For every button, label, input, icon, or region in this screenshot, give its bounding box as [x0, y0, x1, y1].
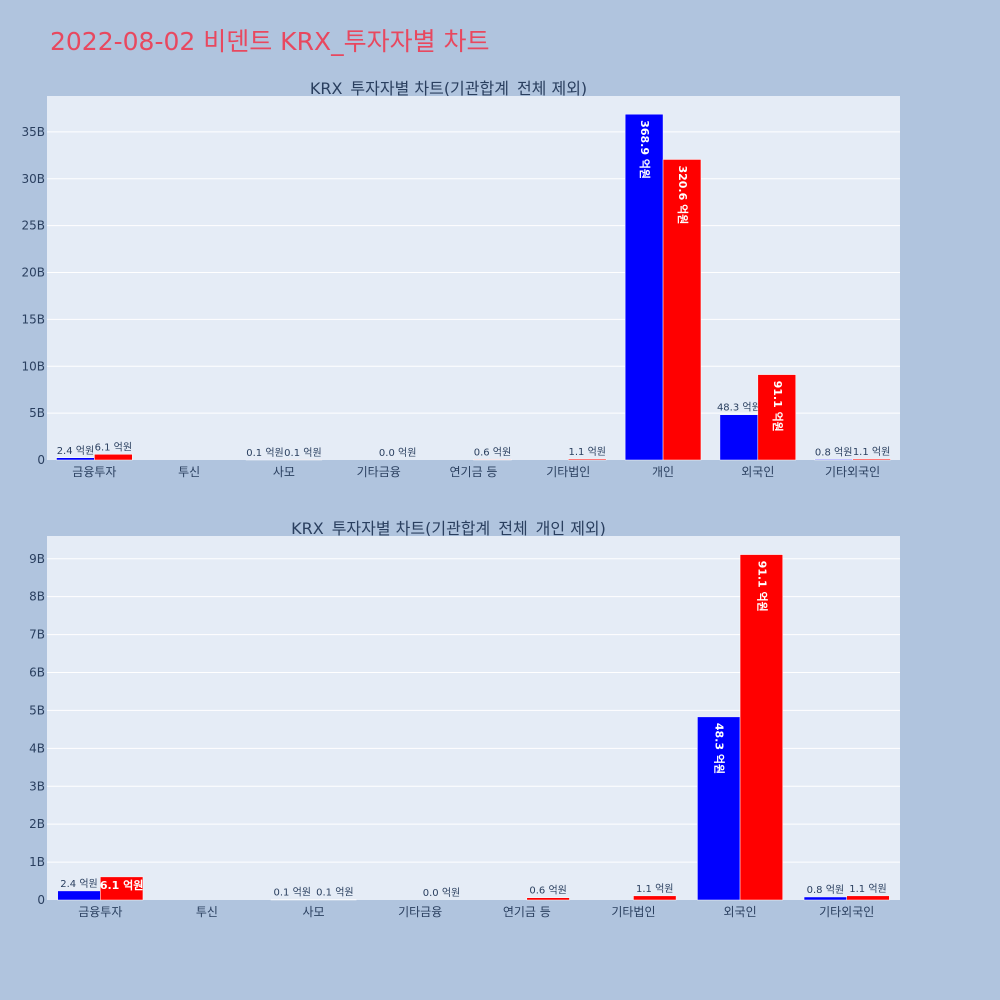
x-tick-label: 외국인 — [741, 465, 774, 479]
y-tick-label: 20B — [21, 266, 45, 280]
bar-sell — [473, 459, 512, 461]
x-tick-label: 기타외국인 — [819, 905, 874, 919]
x-tick-label: 연기금 등 — [503, 905, 551, 919]
y-tick-label: 10B — [21, 359, 45, 373]
chart-title: KRX_투자자별 차트(기관합계_전체 제외) — [310, 79, 587, 99]
y-tick-label: 3B — [29, 779, 45, 793]
bar-buy — [624, 113, 664, 461]
bar-data-label: 368.9 억원 — [638, 120, 652, 179]
x-tick-label: 외국인 — [724, 905, 757, 919]
page-title: 2022-08-02 비덴트 KRX_투자자별 차트 — [50, 27, 490, 56]
bar-data-label: 320.6 억원 — [676, 165, 690, 224]
y-tick-label: 35B — [21, 125, 45, 139]
bar-buy — [719, 414, 759, 461]
y-tick-label: 8B — [29, 590, 45, 604]
bar-data-label: 1.1 억원 — [853, 446, 890, 458]
y-tick-label: 0 — [37, 893, 45, 907]
bar-data-label: 2.4 억원 — [57, 445, 94, 457]
y-tick-label: 6B — [29, 666, 45, 680]
bar-data-label: 1.1 억원 — [849, 883, 886, 895]
bar-sell — [526, 897, 570, 901]
bar-data-label: 6.1 억원 — [100, 878, 144, 892]
x-tick-label: 사모 — [303, 905, 325, 919]
x-tick-label: 개인 — [652, 465, 674, 479]
bar-data-label: 0.1 억원 — [316, 887, 353, 899]
bar-buy — [56, 457, 95, 461]
y-tick-label: 15B — [21, 312, 45, 326]
bar-sell — [100, 876, 144, 901]
bar-data-label: 0.6 억원 — [474, 446, 511, 458]
x-tick-label: 연기금 등 — [450, 465, 498, 479]
bar-data-label: 91.1 억원 — [771, 381, 785, 432]
bar-data-label: 0.0 억원 — [379, 447, 416, 459]
bar-sell — [633, 895, 677, 901]
chart-excluding-individual: KRX_투자자별 차트(기관합계_전체_개인 제외) 0 1B 2B 3B 4B 5B 6B 7… — [29, 519, 900, 919]
bar-data-label: 0.8 억원 — [807, 884, 844, 896]
bar-data-label: 48.3 억원 — [713, 723, 727, 774]
chart-all-investors: KRX_투자자별 차트(기관합계_전체 제외) 0 5B 10B 15B 20B 25B 30… — [21, 79, 900, 479]
bar-data-label: 0.1 억원 — [284, 447, 321, 459]
y-tick-label: 30B — [21, 172, 45, 186]
bar-sell — [568, 458, 607, 461]
y-tick-label: 25B — [21, 219, 45, 233]
x-tick-label: 금융투자 — [78, 905, 122, 919]
y-tick-label: 9B — [29, 552, 45, 566]
bar-data-label: 0.1 억원 — [246, 447, 283, 459]
x-tick-label: 사모 — [273, 465, 295, 479]
bar-data-label: 6.1 억원 — [95, 441, 132, 453]
x-tick-label: 투신 — [196, 905, 218, 919]
x-tick-label: 금융투자 — [72, 465, 116, 479]
bar-sell — [846, 895, 890, 901]
bar-data-label: 1.1 억원 — [568, 446, 605, 458]
bar-buy — [57, 890, 101, 901]
y-tick-label: 7B — [29, 628, 45, 642]
bar-buy — [814, 459, 853, 461]
x-tick-label: 기타금융 — [398, 905, 442, 919]
x-tick-label: 기타법인 — [611, 905, 655, 919]
bar-sell — [739, 554, 783, 901]
y-tick-label: 2B — [29, 817, 45, 831]
bar-data-label: 1.1 억원 — [636, 883, 673, 895]
y-tick-label: 5B — [29, 406, 45, 420]
x-tick-label: 투신 — [178, 465, 200, 479]
chart-title: KRX_투자자별 차트(기관합계_전체_개인 제외) — [291, 519, 606, 539]
x-tick-label: 기타외국인 — [825, 465, 880, 479]
y-tick-label: 5B — [29, 703, 45, 717]
bar-data-label: 0.1 억원 — [273, 887, 310, 899]
y-tick-label: 4B — [29, 741, 45, 755]
bar-data-label: 91.1 억원 — [755, 561, 769, 612]
bar-data-label: 0.6 억원 — [529, 885, 566, 897]
bar-buy — [803, 896, 847, 901]
bar-sell — [662, 159, 702, 461]
bar-sell — [852, 458, 891, 461]
bar-data-label: 0.8 억원 — [815, 446, 852, 458]
x-tick-label: 기타금융 — [357, 465, 401, 479]
y-tick-label: 1B — [29, 855, 45, 869]
bar-data-label: 48.3 억원 — [717, 402, 761, 414]
bar-sell — [757, 374, 796, 461]
bar-sell — [94, 454, 133, 461]
bar-data-label: 0.0 억원 — [423, 887, 460, 899]
y-tick-label: 0 — [37, 453, 45, 467]
x-tick-label: 기타법인 — [546, 465, 590, 479]
bar-data-label: 2.4 억원 — [60, 878, 97, 890]
